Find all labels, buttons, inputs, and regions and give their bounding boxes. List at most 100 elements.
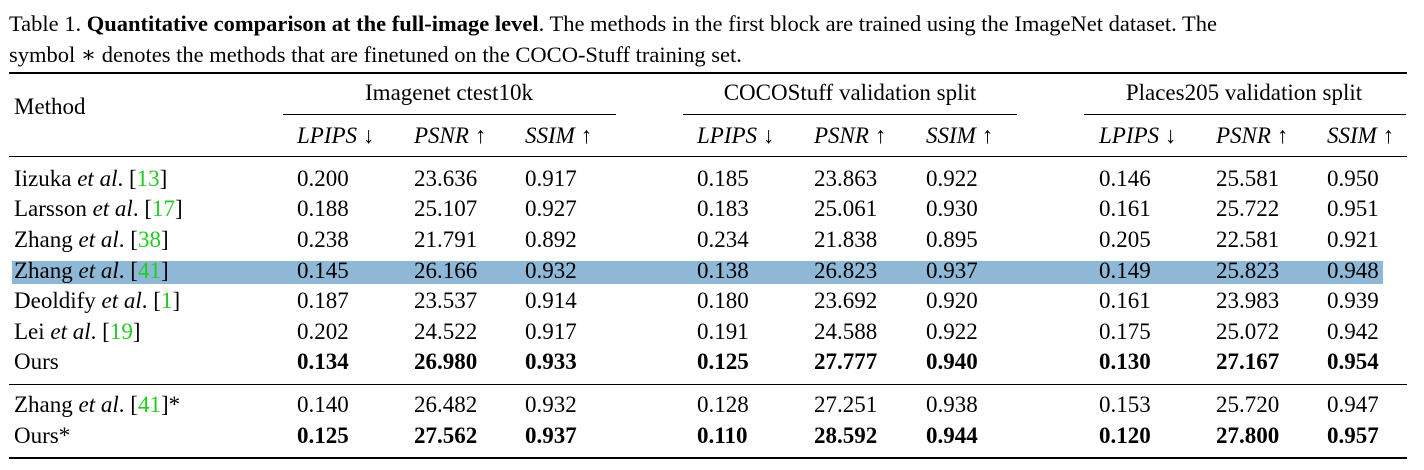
table-cell: 23.537 (414, 288, 478, 313)
bottom-rule (9, 457, 1407, 460)
row-label-1: Larsson et al. [17] (14, 196, 183, 221)
table-cell: 0.944 (926, 423, 978, 448)
group-header-1: COCOStuff validation split (723, 80, 977, 105)
et-al-dot: . (141, 288, 148, 313)
table-cell: 27.167 (1216, 349, 1280, 374)
table-cell: 0.942 (1327, 319, 1379, 344)
table-cell: 24.522 (414, 319, 478, 344)
group-underline-coco (683, 114, 1017, 116)
et-al-dot: . (132, 196, 139, 221)
table-cell: 0.234 (697, 227, 749, 252)
et-al-dot: . (118, 392, 125, 417)
caption-text-2: symbol ∗ denotes the methods that are fi… (9, 42, 742, 67)
table-cell: 0.188 (297, 196, 349, 221)
et-al-dot: . (118, 258, 125, 283)
table-cell: 0.205 (1099, 227, 1151, 252)
table-cell: 26.166 (414, 258, 478, 283)
table-cell: 0.954 (1327, 349, 1379, 374)
table-cell: 0.920 (926, 288, 978, 313)
table-cell: 21.838 (814, 227, 878, 252)
table-cell: 0.948 (1327, 258, 1379, 283)
table-cell: 23.983 (1216, 288, 1280, 313)
method-name: Zhang (14, 258, 73, 283)
table-cell: 0.153 (1099, 392, 1151, 417)
et-al-dot: . (90, 319, 97, 344)
metric-header-6: LPIPS ↓ (1099, 123, 1177, 148)
table-cell: 0.892 (525, 227, 577, 252)
method-name: Larsson (14, 196, 87, 221)
row-label-4: Deoldify et al. [1] (14, 288, 181, 313)
et-al-dot: . (117, 166, 124, 191)
citation-ref: 41 (137, 258, 161, 283)
finetune-star: * (168, 392, 181, 417)
metric-header-5: SSIM ↑ (926, 123, 994, 148)
table-cell: 0.950 (1327, 166, 1379, 191)
et-al-text: et al (50, 319, 91, 344)
table-cell: 25.072 (1216, 319, 1280, 344)
table-cell: 26.482 (414, 392, 478, 417)
table-cell: 0.140 (297, 392, 349, 417)
group-underline-places (1084, 114, 1406, 116)
caption-label: Table 1. (9, 11, 82, 36)
method-header: Method (14, 94, 86, 119)
table-cell: 27.562 (414, 423, 478, 448)
table-cell: 0.185 (697, 166, 749, 191)
row-label-7: Zhang et al. [41]* (14, 392, 181, 417)
method-name: Lei (14, 319, 45, 344)
table-cell: 27.251 (814, 392, 878, 417)
table-cell: 23.636 (414, 166, 478, 191)
table-cell: 0.175 (1099, 319, 1151, 344)
citation-ref: 17 (152, 196, 175, 221)
table-cell: 26.823 (814, 258, 878, 283)
table-cell: 23.692 (814, 288, 878, 313)
method-name: Ours (14, 349, 59, 374)
table-cell: 25.581 (1216, 166, 1280, 191)
citation-ref: 38 (137, 227, 161, 252)
metric-header-7: PSNR ↑ (1216, 123, 1289, 148)
row-label-3: Zhang et al. [41] (14, 258, 169, 283)
table-cell: 0.183 (697, 196, 749, 221)
caption-text-1: . The methods in the first block are tra… (538, 11, 1217, 36)
row-label-8: Ours* (14, 421, 70, 451)
table-cell: 0.938 (926, 392, 978, 417)
citation-ref: 13 (136, 166, 160, 191)
metric-header-8: SSIM ↑ (1327, 123, 1395, 148)
table-cell: 25.107 (414, 196, 478, 221)
et-al-text: et al (77, 166, 118, 191)
table-cell: 0.930 (926, 196, 978, 221)
table-cell: 0.120 (1099, 423, 1151, 448)
metric-header-1: PSNR ↑ (414, 123, 487, 148)
table-cell: 0.125 (297, 423, 349, 448)
metric-header-0: LPIPS ↓ (297, 123, 375, 148)
table-cell: 0.947 (1327, 392, 1379, 417)
group-header-0: Imagenet ctest10k (365, 80, 533, 105)
table-cell: 0.922 (926, 319, 978, 344)
table-cell: 0.917 (525, 319, 577, 344)
table-cell: 0.161 (1099, 196, 1151, 221)
et-al-text: et al (92, 196, 133, 221)
table-cell: 0.138 (697, 258, 749, 283)
table-cell: 0.921 (1327, 227, 1379, 252)
table-cell: 0.922 (926, 166, 978, 191)
et-al-text: et al (78, 258, 119, 283)
table-cell: 0.937 (525, 423, 577, 448)
table-cell: 25.722 (1216, 196, 1280, 221)
table-cell: 0.933 (525, 349, 577, 374)
table-cell: 0.927 (525, 196, 577, 221)
et-al-text: et al (78, 227, 119, 252)
caption-line-1: Table 1. Quantitative comparison at the … (9, 8, 1414, 39)
table-cell: 0.951 (1327, 196, 1379, 221)
table-cell: 0.130 (1099, 349, 1151, 374)
table-cell: 0.125 (697, 349, 749, 374)
table-cell: 0.202 (297, 319, 349, 344)
metric-header-2: SSIM ↑ (525, 123, 593, 148)
table-cell: 0.238 (297, 227, 349, 252)
table-cell: 0.128 (697, 392, 749, 417)
table-cell: 25.823 (1216, 258, 1280, 283)
caption-title: Quantitative comparison at the full-imag… (86, 11, 539, 36)
et-al-text: et al (101, 288, 142, 313)
table-cell: 0.917 (525, 166, 577, 191)
group-underline-imagenet (283, 114, 616, 116)
method-name: Zhang (14, 392, 73, 417)
table-cell: 0.149 (1099, 258, 1151, 283)
